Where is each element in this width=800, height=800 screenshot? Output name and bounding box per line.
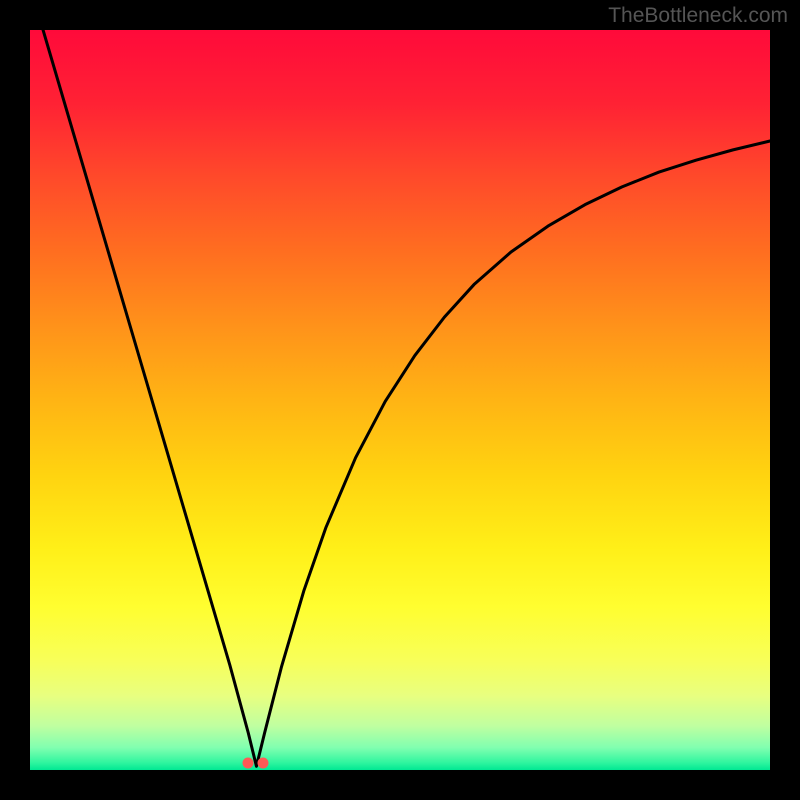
watermark-text: TheBottleneck.com: [608, 4, 788, 28]
dip-marker-1: [258, 757, 269, 768]
plot-area: [30, 30, 770, 770]
bottleneck-curve: [30, 30, 770, 770]
curve-path: [30, 0, 770, 766]
dip-marker-0: [243, 757, 254, 768]
